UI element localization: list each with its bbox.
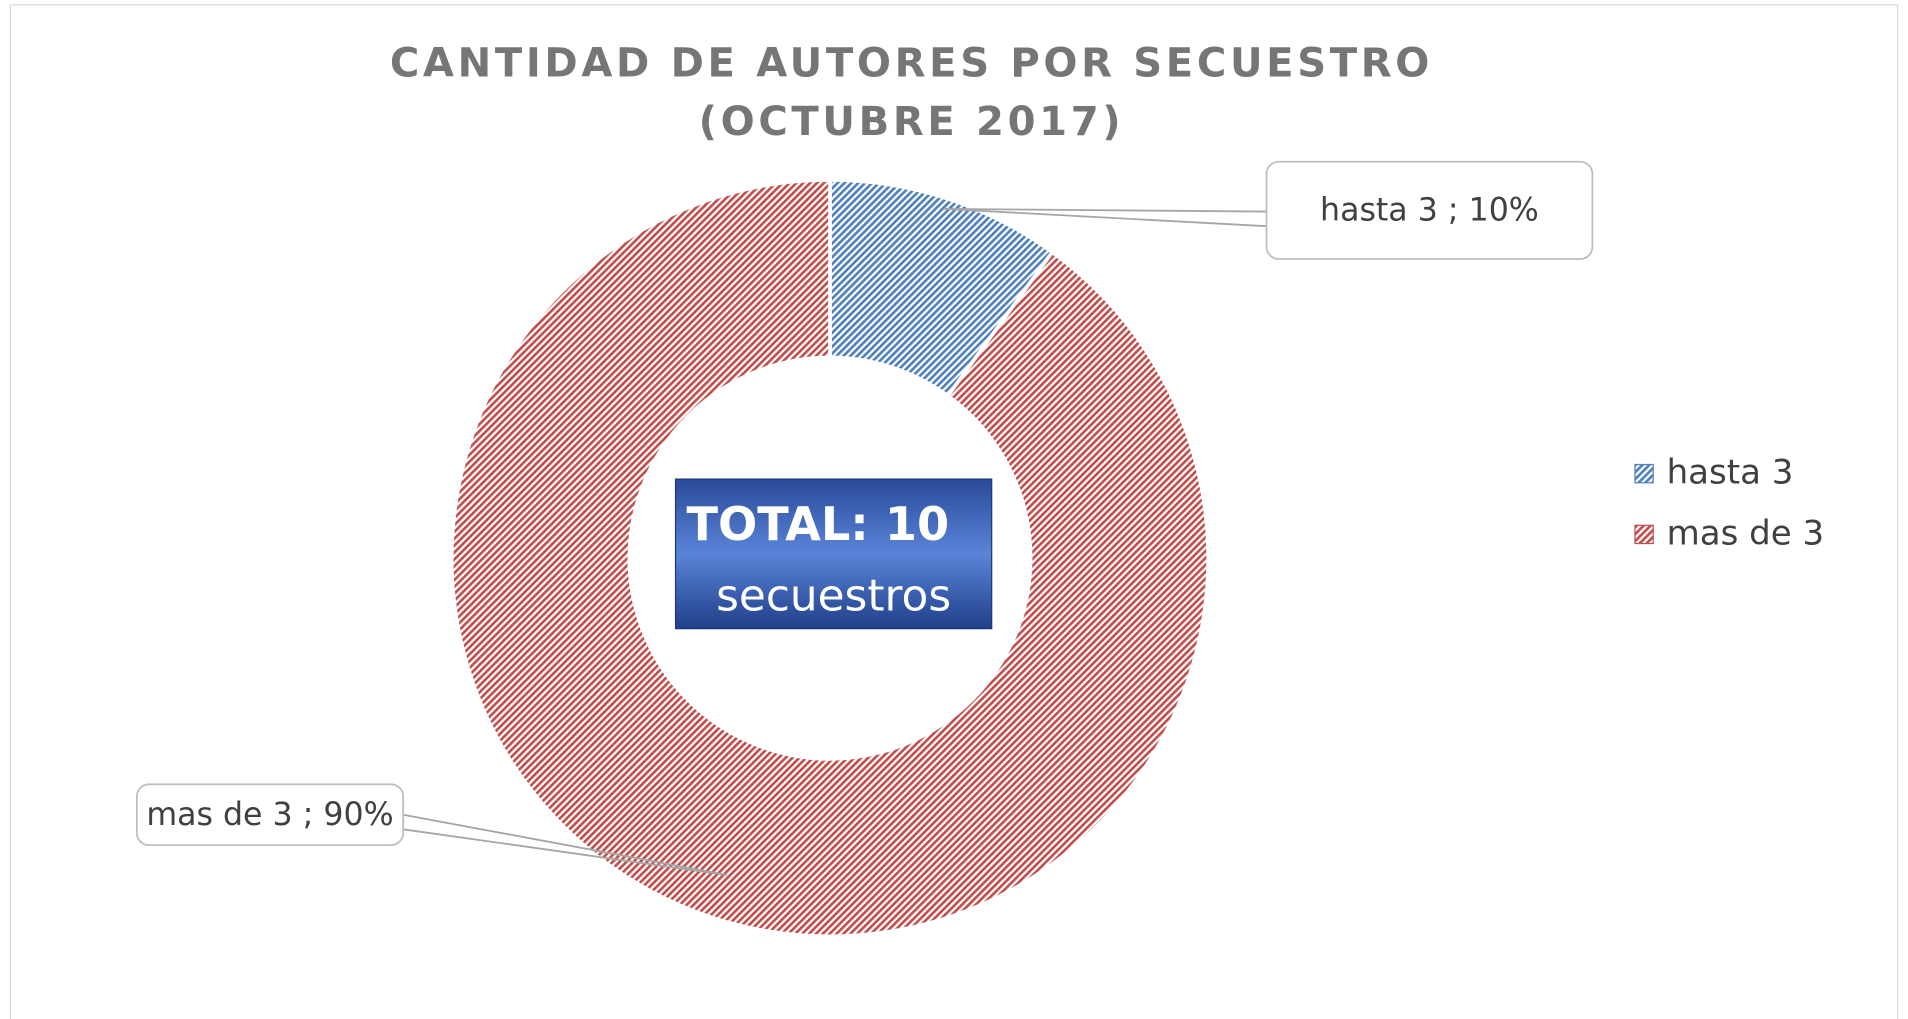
legend-swatch: [1634, 463, 1654, 484]
chart-title: (OCTUBRE 2017): [699, 99, 1125, 145]
legend-swatch: [1634, 524, 1654, 545]
data-label: mas de 3 ; 90%: [146, 797, 393, 833]
total-text: TOTAL: 10: [686, 497, 949, 551]
leader-line: [402, 813, 728, 876]
leader-line: [943, 207, 1267, 228]
data-label-box: [1265, 160, 1594, 260]
data-label-box: [135, 783, 405, 847]
total-subtext: secuestros: [716, 570, 951, 621]
legend-label: hasta 3: [1667, 453, 1794, 493]
data-label: hasta 3 ; 10%: [1320, 193, 1539, 229]
legend-label: mas de 3: [1667, 514, 1825, 554]
total-box: [674, 478, 993, 630]
chart-title: CANTIDAD DE AUTORES POR SECUESTRO: [390, 41, 1433, 87]
donut-slice: [450, 178, 1210, 939]
